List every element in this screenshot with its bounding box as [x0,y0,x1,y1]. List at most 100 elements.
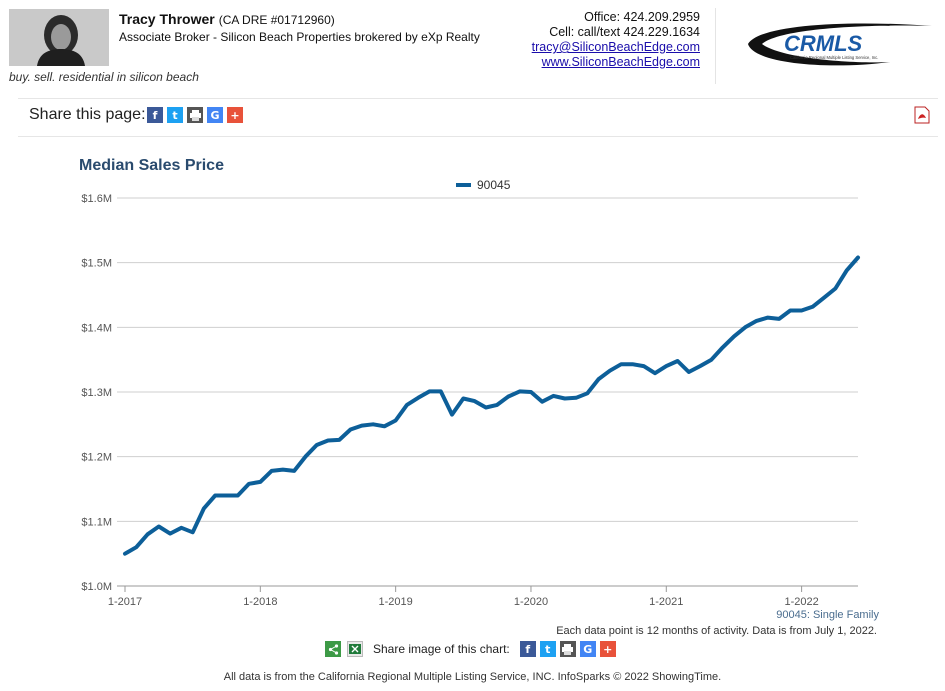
data-point [157,525,160,528]
x-tick-label: 1-2021 [649,596,683,608]
y-tick-label: $1.5M [81,258,112,270]
data-point [405,403,408,406]
data-point [834,287,837,290]
google-icon[interactable]: G [579,641,596,657]
twitter-icon[interactable]: t [167,107,183,123]
data-point [304,455,307,458]
y-tick-label: $1.2M [81,452,112,464]
x-axis: 1-2017 1-2018 1-2019 1-2020 1-2021 1-2022 [108,585,858,608]
data-point [755,319,758,322]
data-point [721,346,724,349]
twitter-icon[interactable]: t [539,641,556,657]
series-line-90045 [123,255,860,556]
data-point [665,365,668,368]
share-page-label: Share this page: [29,106,146,123]
series-type-label: 90045: Single Family [776,609,879,621]
data-point [293,469,296,472]
data-point [135,546,138,549]
data-point [631,363,634,366]
plus-icon[interactable]: + [599,641,616,657]
data-point [383,425,386,428]
data-point [529,391,532,393]
data-point [732,335,735,338]
data-point [236,494,239,497]
pdf-icon[interactable] [914,106,930,124]
plus-icon[interactable]: + [227,107,243,123]
data-disclaimer: All data is from the California Regional… [223,671,722,683]
data-point [146,533,149,536]
data-point [225,494,228,497]
chart-grid [117,197,858,522]
facebook-icon[interactable]: f [147,107,163,123]
chart-series [123,255,860,556]
chart-share-bar: Share image of this chart: f t G + [325,641,620,657]
data-point [372,423,375,426]
chart-share-label: Share image of this chart: [373,642,510,656]
data-point [484,406,487,409]
data-point [417,396,420,399]
chart-data-note: Each data point is 12 months of activity… [556,625,877,637]
data-point [462,397,465,400]
data-point [360,424,363,427]
agent-photo [9,9,109,66]
data-point [439,390,442,393]
agent-tagline: buy. sell. residential in silicon beach [9,70,199,84]
data-point [541,400,544,403]
print-icon[interactable] [559,641,576,657]
data-point [338,438,341,441]
y-tick-label: $1.0M [81,581,112,593]
data-point [428,390,431,393]
y-tick-label: $1.1M [81,516,112,528]
contact-block: Office: 424.209.2959 Cell: call/text 424… [532,10,700,70]
data-point [191,531,194,534]
x-tick-label: 1-2019 [379,596,413,608]
share-page-icons: f t G + [147,107,243,123]
data-point [326,439,329,442]
excel-icon[interactable] [347,641,363,657]
data-point [315,444,318,447]
x-tick-label: 1-2022 [784,596,818,608]
data-point [642,365,645,368]
share-bar: Share this page: f t G + [18,98,938,137]
facebook-icon[interactable]: f [519,641,536,657]
google-icon[interactable]: G [207,107,223,123]
data-point [857,256,859,259]
x-tick-label: 1-2018 [243,596,277,608]
logo-subtext: California Regional Multiple Listing Ser… [790,55,878,60]
y-tick-label: $1.4M [81,322,112,334]
header-divider [715,8,716,84]
data-point [214,494,217,497]
data-point [451,413,454,416]
data-point [766,316,769,319]
y-tick-label: $1.3M [81,387,112,399]
data-point [394,419,397,422]
data-point [496,403,499,406]
data-point [823,296,826,299]
print-icon[interactable] [187,107,203,123]
agent-license: (CA DRE #01712960) [218,13,335,27]
data-point [811,305,814,308]
chart-legend: 90045 [456,178,511,192]
data-point [597,378,600,381]
data-point [552,394,555,397]
data-point [507,395,510,398]
data-point [789,309,792,312]
data-point [845,269,848,272]
data-point [800,309,803,312]
data-point [270,469,273,472]
chart-title: Median Sales Price [79,157,224,174]
share-icon[interactable] [325,641,341,657]
data-point [575,396,578,399]
agent-name-text: Tracy Thrower [119,11,215,27]
data-point [518,390,521,393]
email-link[interactable]: tracy@SiliconBeachEdge.com [531,40,700,54]
website-link[interactable]: www.SiliconBeachEdge.com [541,55,700,69]
legend-label: 90045 [477,178,511,192]
data-point [349,428,352,431]
data-point [169,532,172,535]
data-point [699,365,702,368]
agent-name: Tracy Thrower (CA DRE #01712960) [119,11,335,27]
logo-text: CRMLS [784,31,863,56]
x-tick-label: 1-2020 [514,596,548,608]
